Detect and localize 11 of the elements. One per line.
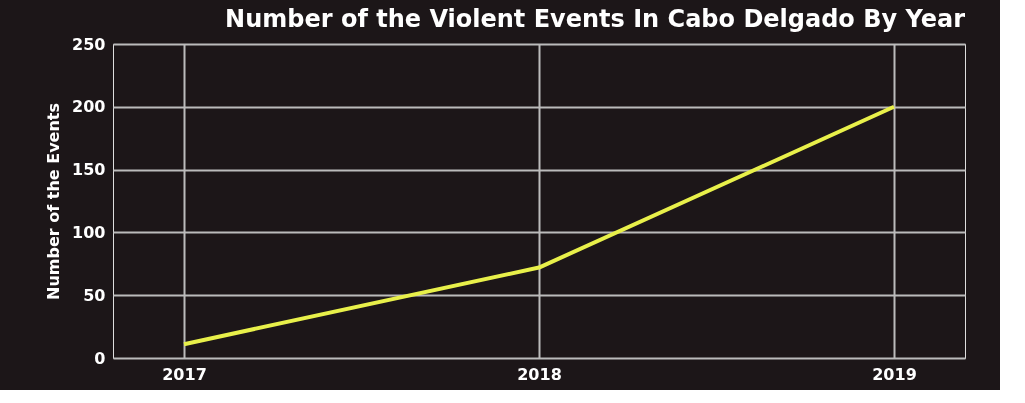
- x-tick-label: 2019: [872, 364, 917, 384]
- y-tick-label: 200: [72, 97, 106, 117]
- y-tick-label: 100: [72, 222, 106, 242]
- y-tick-label: 250: [72, 34, 106, 54]
- y-tick-label: 50: [83, 285, 106, 305]
- x-tick-label: 2018: [517, 364, 562, 384]
- chart-title: Number of the Violent Events In Cabo Delgado By Year: [225, 5, 966, 33]
- x-tick-label: 2017: [162, 364, 207, 384]
- y-axis-title: Number of the Events: [44, 103, 64, 300]
- y-tick-label: 0: [94, 348, 106, 368]
- y-tick-label: 150: [72, 160, 106, 180]
